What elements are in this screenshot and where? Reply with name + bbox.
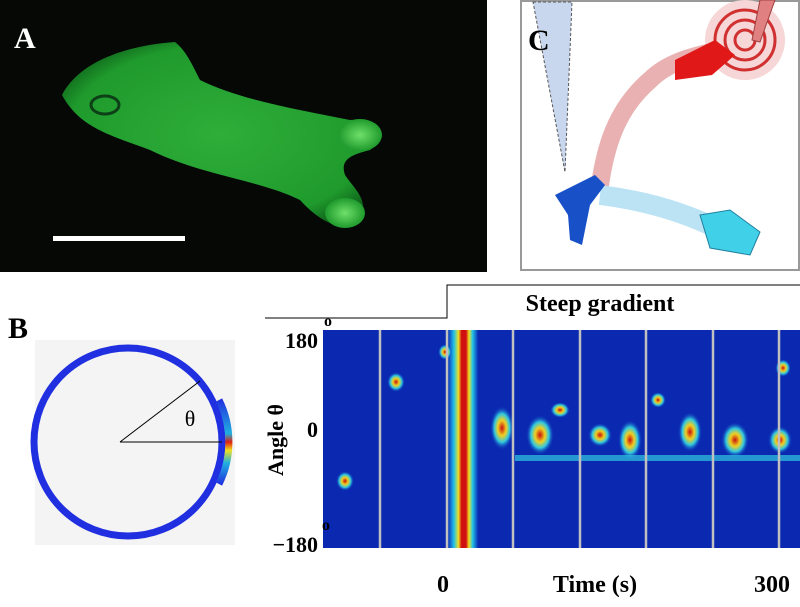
- activity-spots: [336, 344, 800, 491]
- cell-end: [699, 209, 761, 256]
- panel-label: C: [528, 24, 550, 57]
- x-axis-label: Time (s): [553, 572, 637, 598]
- panel-label: B: [8, 312, 28, 345]
- y-tick-label: 0: [307, 417, 318, 442]
- frame-dividers: [378, 330, 781, 548]
- panel-label: A: [14, 22, 36, 55]
- cell-end: [675, 40, 735, 80]
- cell-feature: [89, 94, 121, 116]
- y-tick-sup: o: [324, 313, 332, 330]
- angle-ray: [119, 380, 201, 443]
- needle: [751, 0, 776, 43]
- cell-tip: [325, 198, 365, 228]
- y-axis-label: Angle θ: [263, 404, 288, 476]
- response-band: [448, 330, 478, 548]
- ring-hotspot: [215, 398, 233, 486]
- cell-tip: [338, 119, 382, 151]
- kymo-title: Steep gradient: [526, 291, 675, 317]
- pipette: [532, 1, 573, 173]
- y-tick-sup: o: [322, 517, 330, 534]
- angle-label: θ: [185, 406, 196, 431]
- x-tick-label: 300: [754, 572, 790, 598]
- cell-start: [555, 175, 605, 245]
- kymograph: [323, 330, 800, 548]
- stimulus-step: [265, 284, 800, 319]
- cell: [62, 42, 379, 226]
- x-tick-label: 0: [437, 572, 449, 598]
- y-tick-label: 180: [285, 328, 318, 353]
- scale-bar: [53, 236, 185, 241]
- y-tick-label: −180: [272, 532, 318, 557]
